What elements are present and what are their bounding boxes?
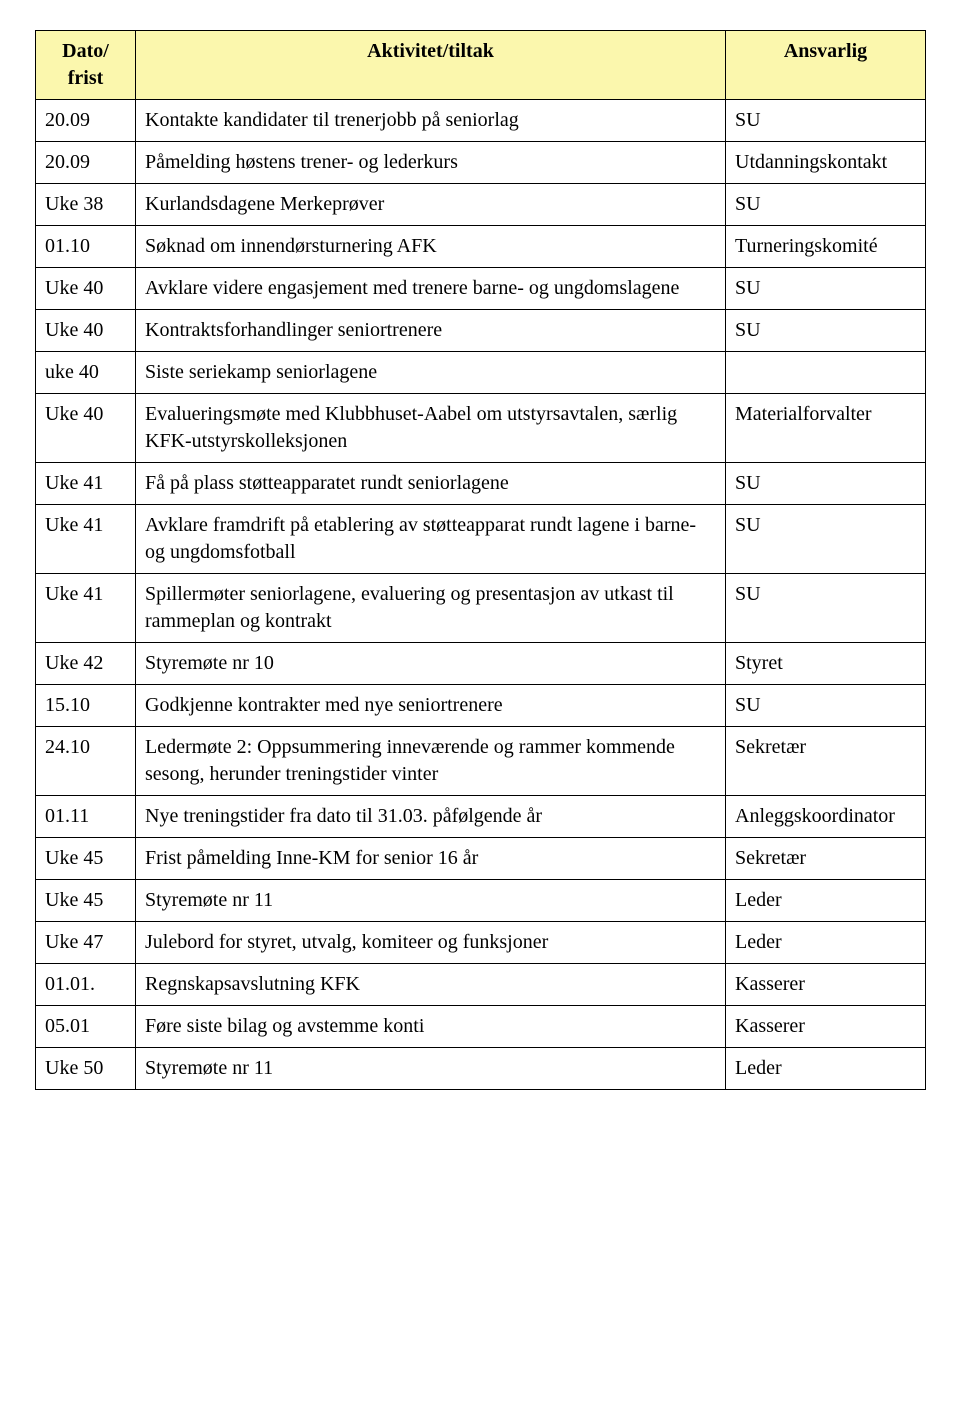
table-header-row: Dato/ frist Aktivitet/tiltak Ansvarlig (36, 31, 926, 100)
cell-activity: Godkjenne kontrakter med nye seniortrene… (136, 685, 726, 727)
cell-activity: Påmelding høstens trener- og lederkurs (136, 142, 726, 184)
cell-date: 05.01 (36, 1006, 136, 1048)
cell-date: Uke 50 (36, 1048, 136, 1090)
cell-date: 01.01. (36, 964, 136, 1006)
cell-activity: Få på plass støtteapparatet rundt senior… (136, 463, 726, 505)
table-row: Uke 45Styremøte nr 11Leder (36, 880, 926, 922)
cell-date: 01.10 (36, 226, 136, 268)
cell-date: 01.11 (36, 796, 136, 838)
cell-activity: Kurlandsdagene Merkeprøver (136, 184, 726, 226)
table-row: 01.10Søknad om innendørsturnering AFKTur… (36, 226, 926, 268)
col-header-activity: Aktivitet/tiltak (136, 31, 726, 100)
cell-activity: Kontraktsforhandlinger seniortrenere (136, 310, 726, 352)
cell-responsible: Leder (726, 880, 926, 922)
cell-date: 20.09 (36, 100, 136, 142)
cell-activity: Ledermøte 2: Oppsummering inneværende og… (136, 727, 726, 796)
cell-activity: Spillermøter seniorlagene, evaluering og… (136, 574, 726, 643)
cell-responsible: Kasserer (726, 964, 926, 1006)
cell-activity: Avklare videre engasjement med trenere b… (136, 268, 726, 310)
cell-date: Uke 45 (36, 838, 136, 880)
cell-responsible: Leder (726, 922, 926, 964)
cell-activity: Styremøte nr 11 (136, 880, 726, 922)
cell-date: 20.09 (36, 142, 136, 184)
cell-responsible: SU (726, 505, 926, 574)
cell-responsible: SU (726, 310, 926, 352)
cell-activity: Frist påmelding Inne-KM for senior 16 år (136, 838, 726, 880)
table-row: Uke 45Frist påmelding Inne-KM for senior… (36, 838, 926, 880)
table-row: Uke 41Få på plass støtteapparatet rundt … (36, 463, 926, 505)
cell-activity: Siste seriekamp seniorlagene (136, 352, 726, 394)
cell-date: 15.10 (36, 685, 136, 727)
cell-activity: Styremøte nr 11 (136, 1048, 726, 1090)
cell-responsible: Leder (726, 1048, 926, 1090)
cell-date: Uke 41 (36, 505, 136, 574)
col-header-date: Dato/ frist (36, 31, 136, 100)
cell-responsible: SU (726, 184, 926, 226)
cell-date: Uke 40 (36, 268, 136, 310)
table-row: Uke 40Avklare videre engasjement med tre… (36, 268, 926, 310)
cell-responsible: SU (726, 574, 926, 643)
cell-activity: Føre siste bilag og avstemme konti (136, 1006, 726, 1048)
cell-responsible (726, 352, 926, 394)
cell-activity: Evalueringsmøte med Klubbhuset-Aabel om … (136, 394, 726, 463)
cell-date: Uke 42 (36, 643, 136, 685)
cell-responsible: Styret (726, 643, 926, 685)
cell-date: Uke 38 (36, 184, 136, 226)
cell-responsible: Materialforvalter (726, 394, 926, 463)
cell-responsible: Utdanningskontakt (726, 142, 926, 184)
cell-responsible: Kasserer (726, 1006, 926, 1048)
table-row: 01.01.Regnskapsavslutning KFKKasserer (36, 964, 926, 1006)
cell-activity: Søknad om innendørsturnering AFK (136, 226, 726, 268)
table-row: 20.09Kontakte kandidater til trenerjobb … (36, 100, 926, 142)
cell-responsible: Sekretær (726, 727, 926, 796)
cell-date: Uke 41 (36, 574, 136, 643)
cell-responsible: SU (726, 268, 926, 310)
cell-activity: Julebord for styret, utvalg, komiteer og… (136, 922, 726, 964)
cell-date: Uke 45 (36, 880, 136, 922)
table-row: Uke 40Kontraktsforhandlinger seniortrene… (36, 310, 926, 352)
cell-activity: Nye treningstider fra dato til 31.03. på… (136, 796, 726, 838)
cell-date: Uke 41 (36, 463, 136, 505)
table-row: 24.10Ledermøte 2: Oppsummering inneværen… (36, 727, 926, 796)
table-row: Uke 40Evalueringsmøte med Klubbhuset-Aab… (36, 394, 926, 463)
table-row: Uke 38Kurlandsdagene MerkeprøverSU (36, 184, 926, 226)
table-row: 05.01Føre siste bilag og avstemme kontiK… (36, 1006, 926, 1048)
table-row: Uke 41Spillermøter seniorlagene, evaluer… (36, 574, 926, 643)
table-row: 01.11Nye treningstider fra dato til 31.0… (36, 796, 926, 838)
table-row: Uke 42Styremøte nr 10Styret (36, 643, 926, 685)
cell-responsible: SU (726, 463, 926, 505)
table-row: Uke 47Julebord for styret, utvalg, komit… (36, 922, 926, 964)
cell-responsible: Turneringskomité (726, 226, 926, 268)
table-row: uke 40Siste seriekamp seniorlagene (36, 352, 926, 394)
cell-date: 24.10 (36, 727, 136, 796)
cell-activity: Avklare framdrift på etablering av støtt… (136, 505, 726, 574)
cell-date: Uke 40 (36, 394, 136, 463)
cell-responsible: Sekretær (726, 838, 926, 880)
cell-activity: Kontakte kandidater til trenerjobb på se… (136, 100, 726, 142)
cell-date: uke 40 (36, 352, 136, 394)
cell-activity: Styremøte nr 10 (136, 643, 726, 685)
cell-activity: Regnskapsavslutning KFK (136, 964, 726, 1006)
table-row: Uke 41Avklare framdrift på etablering av… (36, 505, 926, 574)
col-header-responsible: Ansvarlig (726, 31, 926, 100)
cell-date: Uke 40 (36, 310, 136, 352)
cell-responsible: SU (726, 685, 926, 727)
cell-responsible: SU (726, 100, 926, 142)
table-row: 15.10Godkjenne kontrakter med nye senior… (36, 685, 926, 727)
cell-date: Uke 47 (36, 922, 136, 964)
table-row: Uke 50Styremøte nr 11Leder (36, 1048, 926, 1090)
activity-table: Dato/ frist Aktivitet/tiltak Ansvarlig 2… (35, 30, 926, 1090)
table-row: 20.09Påmelding høstens trener- og lederk… (36, 142, 926, 184)
cell-responsible: Anleggskoordinator (726, 796, 926, 838)
